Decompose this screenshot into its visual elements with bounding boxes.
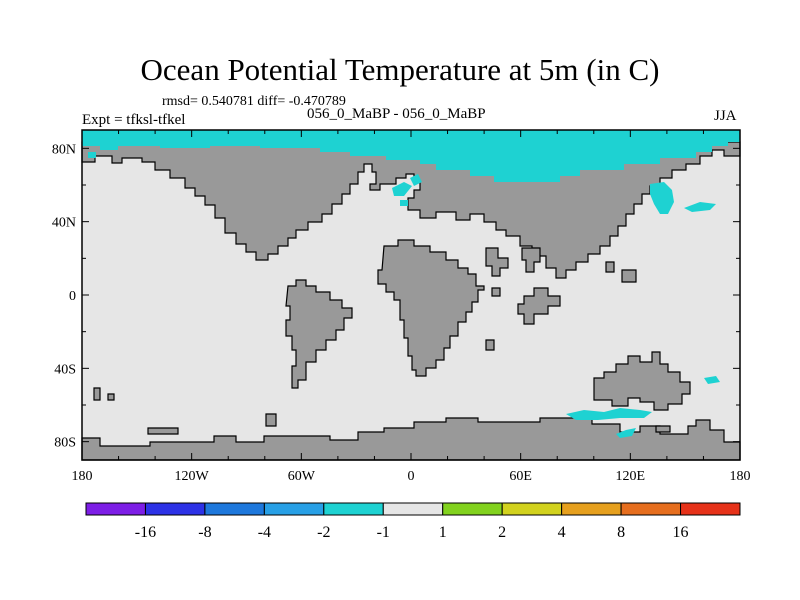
anomaly-north-atlantic-3: [400, 200, 408, 206]
anomaly-southern-3: [704, 376, 720, 384]
colorbar-label: 1: [439, 524, 447, 541]
anomaly-nw-pacific: [650, 182, 674, 214]
colorbar-box: [323, 502, 384, 516]
season-label: JJA: [714, 108, 737, 124]
colorbar-boxes: [85, 502, 741, 516]
colorbar-box: [144, 502, 206, 516]
land-island-c: [147, 427, 179, 435]
anomaly-baffin: [88, 152, 96, 158]
colorbar: -16 -8 -4 -2 -1 1 2 4 8 16: [85, 502, 741, 541]
colorbar-box: [85, 502, 146, 516]
land-island-f: [491, 287, 501, 297]
anomaly-north-atlantic-1: [392, 182, 412, 196]
colorbar-box: [680, 502, 741, 516]
anomaly-north-atlantic-2: [410, 174, 422, 186]
colorbar-box: [382, 502, 444, 516]
x-tick-label: 60E: [509, 469, 532, 484]
colorbar-box: [442, 502, 503, 516]
land-island-d: [265, 413, 277, 427]
anomaly-north-pacific: [684, 202, 716, 212]
anomaly-patches: [82, 130, 740, 438]
colorbar-box: [204, 502, 265, 516]
y-tick-label: 40N: [52, 216, 76, 231]
land-island-g: [655, 425, 671, 433]
colorbar-label: -16: [135, 524, 156, 541]
y-tick-label: 40S: [54, 362, 76, 377]
land-india: [521, 247, 541, 273]
land-australia: [593, 351, 691, 411]
x-tick-label: 120W: [175, 469, 210, 484]
colorbar-box: [501, 502, 563, 516]
colorbar-labels: -16 -8 -4 -2 -1 1 2 4 8 16: [135, 524, 689, 541]
x-axis-labels: 180 120W 60W 0 60E 120E 180: [72, 469, 751, 484]
colorbar-label: 8: [617, 524, 625, 541]
land-south-america: [285, 279, 353, 389]
colorbar-box: [620, 502, 682, 516]
colorbar-label: -1: [377, 524, 390, 541]
colorbar-label: 16: [673, 524, 689, 541]
map-panel: 180 120W 60W 0 60E 120E 180 80N 40N 0 40S 80S: [52, 129, 751, 484]
land-antarctica: [81, 417, 741, 461]
land-arabia: [485, 247, 509, 277]
land-island-e: [485, 339, 495, 351]
land-island-a: [93, 387, 101, 401]
axis-ticks: [81, 130, 741, 460]
land-island-b: [107, 393, 115, 401]
x-tick-label: 120E: [616, 469, 646, 484]
experiment-label: Expt = tfksl-tfkel: [82, 112, 186, 128]
colorbar-label: -4: [258, 524, 271, 541]
land-island-pacific: [621, 269, 637, 283]
y-tick-label: 80S: [54, 436, 76, 451]
colorbar-label: -2: [317, 524, 330, 541]
x-tick-label: 60W: [288, 469, 316, 484]
y-tick-label: 0: [69, 289, 76, 304]
anomaly-southern-2: [616, 428, 636, 438]
y-axis-labels: 80N 40N 0 40S 80S: [52, 142, 76, 450]
chart-title: Ocean Potential Temperature at 5m (in C): [140, 52, 660, 87]
stats-line: rmsd= 0.540781 diff= -0.470789: [162, 94, 346, 109]
x-tick-label: 180: [730, 469, 751, 484]
colorbar-label: 2: [498, 524, 506, 541]
colorbar-label: -8: [198, 524, 211, 541]
colorbar-box: [561, 502, 622, 516]
land-island-pacific-2: [605, 261, 615, 273]
colorbar-label: 4: [558, 524, 566, 541]
experiment-pair: 056_0_MaBP - 056_0_MaBP: [307, 106, 486, 122]
anomaly-arctic: [82, 130, 740, 182]
land-seasia: [517, 287, 561, 325]
y-tick-label: 80N: [52, 142, 76, 157]
colorbar-box: [263, 502, 325, 516]
land-africa: [377, 239, 485, 377]
x-tick-label: 180: [72, 469, 93, 484]
x-tick-label: 0: [408, 469, 415, 484]
anomaly-southern-1: [566, 408, 652, 420]
